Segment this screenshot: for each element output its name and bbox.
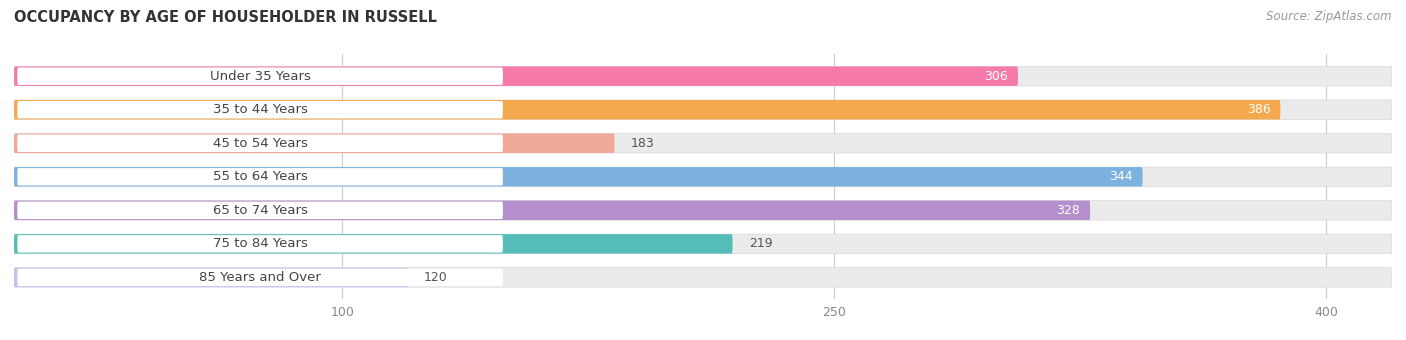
Text: 306: 306 bbox=[984, 70, 1008, 83]
Text: 386: 386 bbox=[1247, 103, 1271, 116]
FancyBboxPatch shape bbox=[14, 234, 733, 254]
Text: 120: 120 bbox=[425, 271, 449, 284]
FancyBboxPatch shape bbox=[17, 269, 503, 286]
FancyBboxPatch shape bbox=[14, 134, 614, 153]
Text: 219: 219 bbox=[749, 237, 772, 250]
Text: 55 to 64 Years: 55 to 64 Years bbox=[212, 170, 308, 183]
FancyBboxPatch shape bbox=[14, 100, 1281, 119]
FancyBboxPatch shape bbox=[14, 167, 1392, 187]
FancyBboxPatch shape bbox=[14, 100, 1392, 119]
FancyBboxPatch shape bbox=[14, 167, 1143, 187]
FancyBboxPatch shape bbox=[17, 168, 503, 186]
Text: OCCUPANCY BY AGE OF HOUSEHOLDER IN RUSSELL: OCCUPANCY BY AGE OF HOUSEHOLDER IN RUSSE… bbox=[14, 10, 437, 25]
Text: 328: 328 bbox=[1056, 204, 1080, 217]
FancyBboxPatch shape bbox=[14, 134, 1392, 153]
Text: Source: ZipAtlas.com: Source: ZipAtlas.com bbox=[1267, 10, 1392, 23]
Text: 75 to 84 Years: 75 to 84 Years bbox=[212, 237, 308, 250]
FancyBboxPatch shape bbox=[17, 202, 503, 219]
Text: 35 to 44 Years: 35 to 44 Years bbox=[212, 103, 308, 116]
FancyBboxPatch shape bbox=[14, 67, 1018, 86]
FancyBboxPatch shape bbox=[14, 268, 1392, 287]
FancyBboxPatch shape bbox=[17, 101, 503, 118]
FancyBboxPatch shape bbox=[14, 268, 408, 287]
Text: 85 Years and Over: 85 Years and Over bbox=[200, 271, 321, 284]
FancyBboxPatch shape bbox=[14, 67, 1392, 86]
FancyBboxPatch shape bbox=[14, 201, 1090, 220]
FancyBboxPatch shape bbox=[17, 135, 503, 152]
Text: 183: 183 bbox=[631, 137, 655, 150]
Text: 65 to 74 Years: 65 to 74 Years bbox=[212, 204, 308, 217]
FancyBboxPatch shape bbox=[17, 235, 503, 253]
Text: 45 to 54 Years: 45 to 54 Years bbox=[212, 137, 308, 150]
FancyBboxPatch shape bbox=[14, 234, 1392, 254]
Text: 344: 344 bbox=[1109, 170, 1133, 183]
Text: Under 35 Years: Under 35 Years bbox=[209, 70, 311, 83]
FancyBboxPatch shape bbox=[14, 201, 1392, 220]
FancyBboxPatch shape bbox=[17, 67, 503, 85]
